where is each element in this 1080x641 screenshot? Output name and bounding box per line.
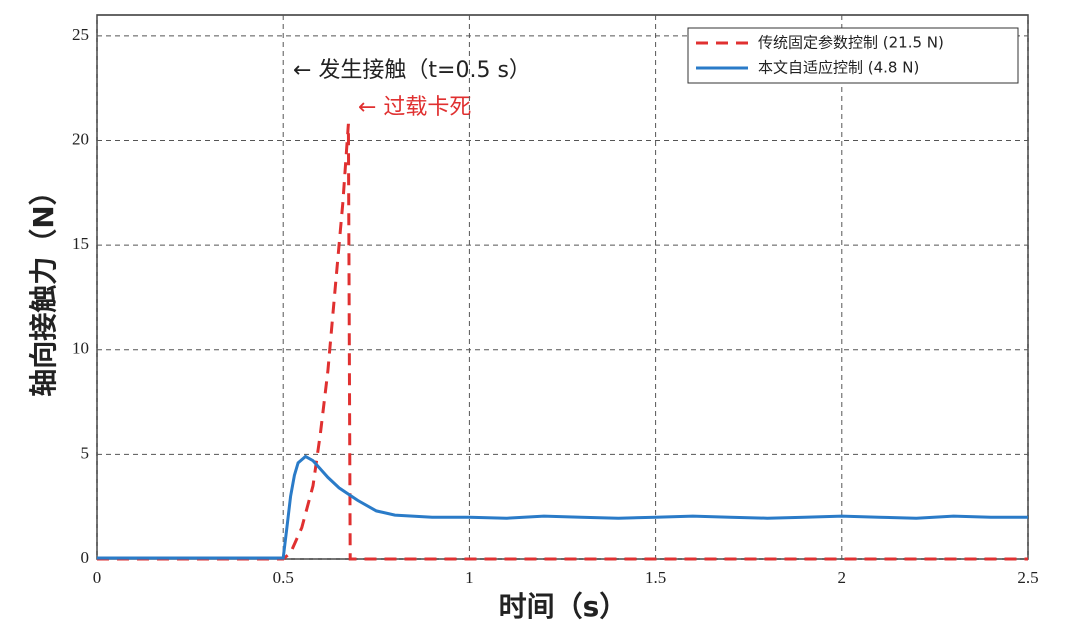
y-axis-label: 轴向接触力（N） bbox=[27, 177, 60, 396]
annotation: ← 发生接触（t=0.5 s） bbox=[293, 58, 531, 83]
x-tick-label: 2.5 bbox=[1017, 568, 1038, 587]
x-tick-label: 0 bbox=[93, 568, 102, 587]
y-tick-label: 5 bbox=[81, 443, 90, 462]
line bbox=[97, 454, 1028, 560]
x-tick-label: 1 bbox=[465, 568, 474, 587]
y-tick-label: 0 bbox=[81, 548, 90, 567]
x-tick-label: 1.5 bbox=[645, 568, 666, 587]
line bbox=[97, 123, 1028, 561]
x-tick-label: 2 bbox=[838, 568, 847, 587]
annotation: ← 过载卡死 bbox=[358, 95, 471, 120]
y-tick-label: 20 bbox=[72, 129, 89, 148]
legend-box bbox=[687, 27, 1019, 84]
x-tick-label: 0.5 bbox=[273, 568, 294, 587]
legend-label: 传统固定参数控制 (21.5 N) bbox=[758, 34, 944, 52]
y-tick-label: 15 bbox=[72, 234, 89, 253]
legend-label: 本文自适应控制 (4.8 N) bbox=[758, 59, 919, 77]
y-tick-label: 25 bbox=[72, 25, 89, 44]
x-axis-label: 时间（s） bbox=[499, 590, 628, 623]
y-tick-label: 10 bbox=[72, 339, 89, 358]
plot-frame bbox=[96, 14, 1029, 560]
